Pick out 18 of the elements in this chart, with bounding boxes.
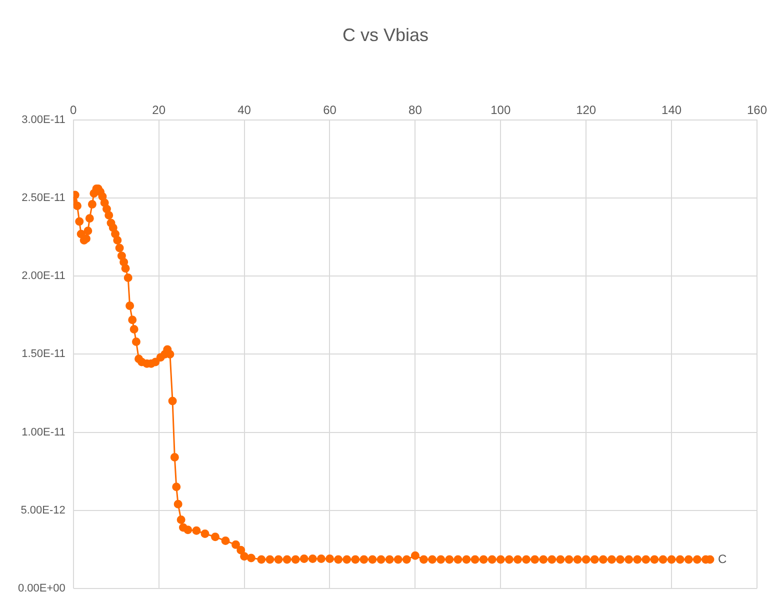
- x-tick-label: 40: [238, 103, 252, 118]
- y-tick-label: 2.00E-11: [22, 270, 66, 282]
- y-tick-label: 2.50E-11: [22, 192, 66, 204]
- x-tick-label: 100: [490, 103, 511, 118]
- x-tick-label: 0: [70, 103, 78, 118]
- y-tick-label: 1.00E-11: [22, 426, 66, 438]
- x-tick-label: 60: [323, 103, 337, 118]
- chart-title: C vs Vbias: [342, 24, 429, 45]
- x-tick-label: 20: [152, 103, 166, 118]
- x-tick-label: 160: [746, 103, 768, 118]
- y-tick-label: 5.00E-12: [20, 504, 66, 516]
- y-tick-label: 0.00E+00: [18, 582, 66, 594]
- x-tick-label: 140: [662, 103, 682, 118]
- y-tick-label: 1.50E-11: [22, 348, 66, 360]
- x-tick-label: 120: [576, 103, 596, 118]
- x-tick-label: 80: [408, 103, 422, 118]
- y-tick-label: 3.00E-11: [22, 114, 66, 126]
- series-label: C: [718, 552, 727, 566]
